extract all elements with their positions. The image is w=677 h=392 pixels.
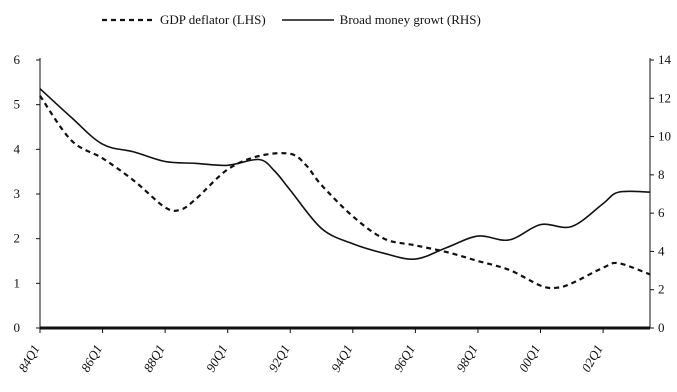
- y-right-tick-label: 14: [658, 52, 672, 67]
- x-tick-label: 86Q1: [78, 342, 105, 375]
- y-left-tick-label: 1: [14, 275, 21, 290]
- y-right-tick-label: 8: [658, 167, 665, 182]
- series-line-gdp-deflator: [39, 95, 651, 290]
- y-right-tick-label: 10: [658, 129, 671, 144]
- y-left-tick-label: 0: [14, 320, 21, 335]
- y-right-tick-label: 6: [658, 205, 665, 220]
- x-tick-label: 94Q1: [328, 342, 355, 375]
- legend-item-gdp-deflator: GDP deflator (LHS): [100, 12, 266, 28]
- y-right-tick-label: 2: [658, 282, 665, 297]
- y-right-tick-label: 0: [658, 320, 665, 335]
- x-tick-label: 96Q1: [391, 342, 418, 375]
- y-left-tick-label: 4: [14, 141, 21, 156]
- y-left-tick-label: 2: [14, 231, 21, 246]
- y-left-tick-label: 5: [14, 97, 21, 112]
- y-left-tick-label: 3: [14, 186, 21, 201]
- x-tick-label: 90Q1: [203, 342, 230, 375]
- y-right-tick-label: 4: [658, 243, 665, 258]
- x-tick-label: 84Q1: [15, 342, 42, 375]
- chart-legend: GDP deflator (LHS) Broad money growt (RH…: [100, 8, 495, 32]
- legend-label-broad-money: Broad money growt (RHS): [339, 12, 481, 27]
- x-tick-label: 92Q1: [265, 342, 292, 375]
- x-tick-label: 02Q1: [578, 342, 605, 375]
- legend-label-gdp-deflator: GDP deflator (LHS): [160, 12, 266, 27]
- x-tick-label: 00Q1: [516, 342, 543, 375]
- y-left-tick-label: 6: [14, 52, 21, 67]
- chart-series-layer: [39, 88, 651, 290]
- x-tick-label: 88Q1: [140, 342, 167, 375]
- series-line-broad-money: [39, 88, 651, 261]
- y-right-tick-label: 12: [658, 90, 671, 105]
- x-tick-label: 98Q1: [453, 342, 480, 375]
- legend-swatch-solid: [281, 19, 334, 21]
- legend-item-broad-money: Broad money growt (RHS): [280, 12, 481, 28]
